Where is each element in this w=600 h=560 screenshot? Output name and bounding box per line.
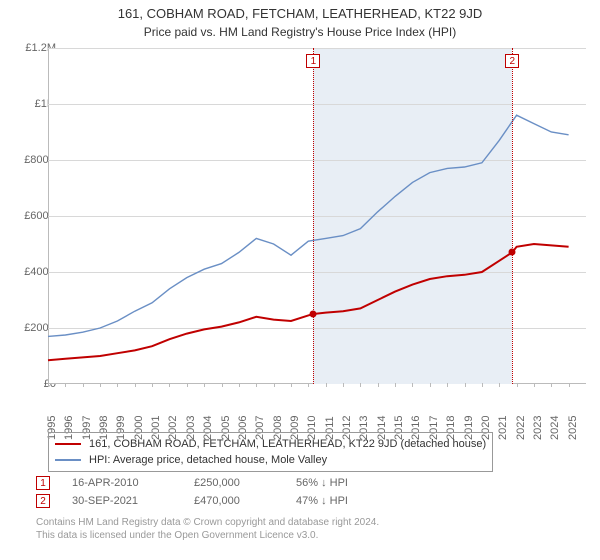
legend-item: 161, COBHAM ROAD, FETCHAM, LEATHERHEAD, … bbox=[55, 436, 486, 452]
chart-lines-svg bbox=[48, 48, 586, 384]
event-price: £250,000 bbox=[194, 477, 274, 489]
x-tick-label: 2023 bbox=[532, 416, 544, 440]
event-price: £470,000 bbox=[194, 495, 274, 507]
event-dot bbox=[509, 249, 516, 256]
event-row: 2 30-SEP-2021 £470,000 47% ↓ HPI bbox=[36, 492, 348, 510]
x-tick-label: 2025 bbox=[567, 416, 579, 440]
event-date: 30-SEP-2021 bbox=[72, 495, 172, 507]
event-table: 1 16-APR-2010 £250,000 56% ↓ HPI 2 30-SE… bbox=[36, 474, 348, 510]
x-tick-label: 2022 bbox=[515, 416, 527, 440]
chart-plot-area: 12 bbox=[48, 48, 586, 384]
x-tick-label: 2024 bbox=[549, 416, 561, 440]
series-line-price_paid bbox=[48, 244, 569, 360]
footer-line: This data is licensed under the Open Gov… bbox=[36, 529, 379, 542]
event-line-marker: 1 bbox=[306, 54, 320, 68]
legend-label: HPI: Average price, detached house, Mole… bbox=[89, 452, 327, 468]
legend-label: 161, COBHAM ROAD, FETCHAM, LEATHERHEAD, … bbox=[89, 436, 486, 452]
event-number-box: 1 bbox=[36, 476, 50, 490]
event-dot bbox=[310, 311, 317, 318]
legend-swatch bbox=[55, 459, 81, 460]
legend-box: 161, COBHAM ROAD, FETCHAM, LEATHERHEAD, … bbox=[48, 432, 493, 472]
footer-attribution: Contains HM Land Registry data © Crown c… bbox=[36, 516, 379, 542]
event-delta: 56% ↓ HPI bbox=[296, 477, 348, 489]
chart-container: 161, COBHAM ROAD, FETCHAM, LEATHERHEAD, … bbox=[0, 0, 600, 560]
event-delta: 47% ↓ HPI bbox=[296, 495, 348, 507]
series-line-hpi bbox=[48, 115, 569, 336]
event-date: 16-APR-2010 bbox=[72, 477, 172, 489]
chart-title: 161, COBHAM ROAD, FETCHAM, LEATHERHEAD, … bbox=[0, 0, 600, 21]
chart-subtitle: Price paid vs. HM Land Registry's House … bbox=[0, 21, 600, 43]
event-number-box: 2 bbox=[36, 494, 50, 508]
legend-item: HPI: Average price, detached house, Mole… bbox=[55, 452, 486, 468]
footer-line: Contains HM Land Registry data © Crown c… bbox=[36, 516, 379, 529]
x-tick-label: 2021 bbox=[497, 416, 509, 440]
legend-swatch bbox=[55, 443, 81, 445]
event-row: 1 16-APR-2010 £250,000 56% ↓ HPI bbox=[36, 474, 348, 492]
event-line-marker: 2 bbox=[505, 54, 519, 68]
